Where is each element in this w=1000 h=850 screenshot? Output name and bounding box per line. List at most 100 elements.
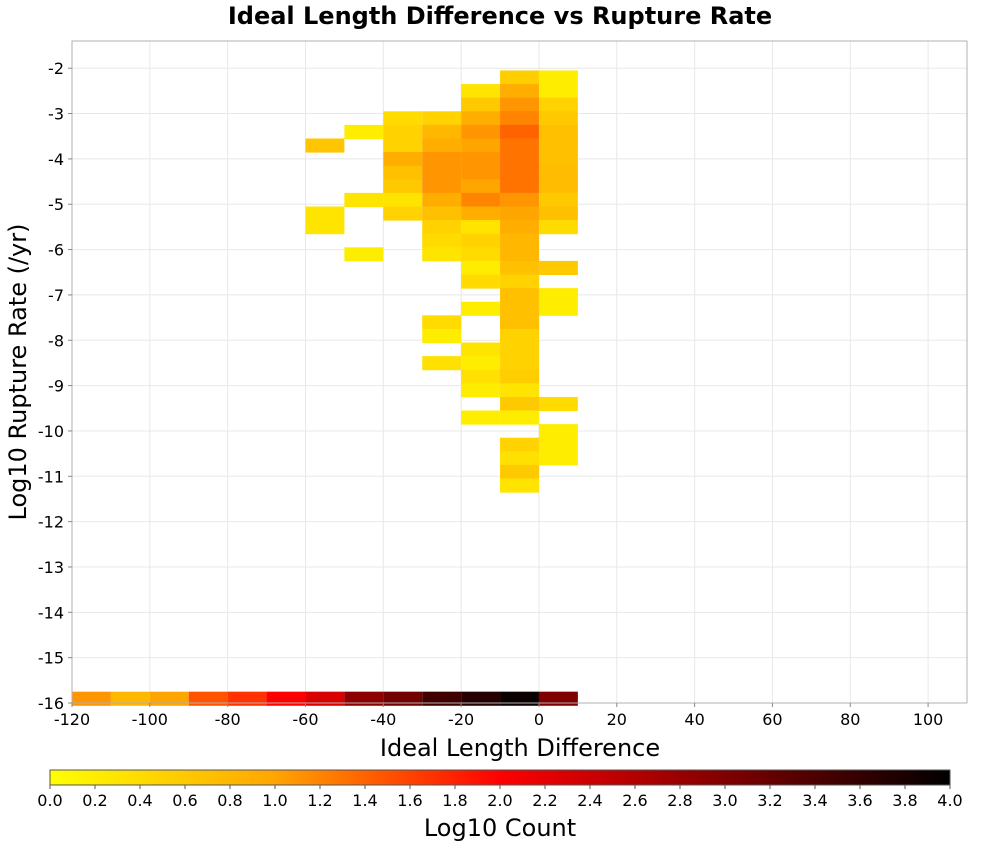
heatmap-cell bbox=[344, 691, 384, 706]
heatmap-cell bbox=[422, 220, 462, 235]
heatmap-cell bbox=[538, 165, 578, 180]
heatmap-cell bbox=[305, 691, 345, 706]
heatmap-cell bbox=[383, 111, 423, 126]
colorbar-tick-label: 1.2 bbox=[307, 791, 332, 810]
heatmap-cell bbox=[422, 179, 462, 194]
heatmap-cell bbox=[383, 179, 423, 194]
heatmap-cells bbox=[72, 70, 578, 706]
heatmap-cell bbox=[500, 451, 539, 466]
heatmap-cell bbox=[422, 356, 462, 371]
heatmap-cell bbox=[500, 192, 539, 207]
heatmap-cell bbox=[538, 260, 578, 276]
heatmap-cell bbox=[422, 124, 462, 139]
heatmap-cell bbox=[461, 192, 501, 207]
heatmap-cell bbox=[500, 111, 539, 126]
heatmap-cell bbox=[383, 124, 423, 139]
heatmap-cell bbox=[422, 206, 462, 221]
heatmap-cell bbox=[461, 165, 501, 180]
y-tick-label: -9 bbox=[48, 377, 64, 396]
y-tick-label: -8 bbox=[48, 331, 64, 350]
heatmap-cell bbox=[500, 233, 539, 248]
y-tick-label: -2 bbox=[48, 59, 64, 78]
heatmap-cell bbox=[538, 138, 578, 153]
heatmap-cell bbox=[500, 478, 539, 493]
heatmap-cell bbox=[422, 192, 462, 207]
colorbar bbox=[49, 769, 951, 786]
colorbar-tick-label: 1.6 bbox=[397, 791, 422, 810]
heatmap-cell bbox=[461, 111, 501, 126]
colorbar-tick-label: 3.8 bbox=[892, 791, 917, 810]
colorbar-tick-label: 1.4 bbox=[352, 791, 377, 810]
heatmap-cell bbox=[305, 138, 345, 153]
heatmap-cell bbox=[500, 124, 539, 139]
x-tick-label: 0 bbox=[534, 710, 544, 729]
heatmap-cell bbox=[149, 691, 189, 706]
heatmap-cell bbox=[72, 691, 111, 706]
heatmap-cell bbox=[500, 165, 539, 180]
x-axis-ticks: -120 -100 -80 -60 -40 -20 0 20 40 60 80 100 bbox=[54, 703, 943, 729]
heatmap-cell bbox=[500, 691, 539, 706]
heatmap-cell bbox=[422, 315, 462, 330]
heatmap-cell bbox=[383, 138, 423, 153]
heatmap-cell bbox=[538, 84, 578, 99]
heatmap-cell bbox=[227, 691, 267, 706]
colorbar-tick-label: 2.4 bbox=[577, 791, 602, 810]
y-tick-label: -7 bbox=[48, 286, 64, 305]
heatmap-cell bbox=[422, 111, 462, 126]
heatmap-cell bbox=[383, 165, 423, 180]
heatmap-cell bbox=[538, 437, 578, 452]
heatmap-cell bbox=[461, 410, 501, 425]
colorbar-tick-label: 0.6 bbox=[172, 791, 197, 810]
y-tick-label: -3 bbox=[48, 105, 64, 124]
y-tick-label: -4 bbox=[48, 150, 64, 169]
x-tick-label: 20 bbox=[607, 710, 627, 729]
y-tick-label: -15 bbox=[38, 649, 64, 668]
heatmap-cell bbox=[383, 691, 423, 706]
heatmap-cell bbox=[538, 111, 578, 126]
heatmap-cell bbox=[344, 124, 384, 139]
heatmap-cell bbox=[188, 691, 228, 706]
heatmap-cell bbox=[422, 152, 462, 167]
heatmap-cell bbox=[500, 315, 539, 330]
heatmap-cell bbox=[538, 691, 578, 706]
colorbar-tick-label: 3.4 bbox=[802, 791, 827, 810]
y-tick-label: -14 bbox=[38, 603, 64, 622]
heatmap-cell bbox=[500, 410, 539, 425]
colorbar-tick-label: 4.0 bbox=[937, 791, 962, 810]
heatmap-cell bbox=[110, 691, 150, 706]
heatmap-cell bbox=[461, 342, 501, 357]
heatmap-cell bbox=[500, 464, 539, 480]
heatmap-cell bbox=[422, 328, 462, 344]
x-tick-label: -20 bbox=[448, 710, 474, 729]
heatmap-cell bbox=[500, 328, 539, 344]
heatmap-cell bbox=[500, 342, 539, 357]
x-tick-label: -80 bbox=[215, 710, 241, 729]
colorbar-tick-label: 3.6 bbox=[847, 791, 872, 810]
heatmap-cell bbox=[461, 260, 501, 276]
heatmap-cell bbox=[500, 220, 539, 235]
heatmap-cell bbox=[538, 70, 578, 85]
x-tick-label: -60 bbox=[292, 710, 318, 729]
heatmap-cell bbox=[538, 288, 578, 303]
heatmap-cell bbox=[422, 165, 462, 180]
heatmap-cell bbox=[538, 179, 578, 194]
heatmap-cell bbox=[500, 247, 539, 262]
heatmap-cell bbox=[461, 124, 501, 139]
x-tick-label: -40 bbox=[370, 710, 396, 729]
heatmap-cell bbox=[461, 691, 501, 706]
heatmap-cell bbox=[461, 301, 501, 316]
heatmap-cell bbox=[461, 233, 501, 248]
heatmap-cell bbox=[500, 260, 539, 276]
heatmap-cell bbox=[500, 84, 539, 99]
x-axis-label: Ideal Length Difference bbox=[380, 734, 660, 762]
heatmap-cell bbox=[500, 383, 539, 398]
heatmap-cell bbox=[461, 152, 501, 167]
heatmap-cell bbox=[461, 274, 501, 289]
heatmap-cell bbox=[422, 247, 462, 262]
x-tick-label: -120 bbox=[54, 710, 90, 729]
heatmap-cell bbox=[500, 70, 539, 85]
colorbar-tick-label: 3.2 bbox=[757, 791, 782, 810]
heatmap-cell bbox=[383, 206, 423, 221]
heatmap-cell bbox=[500, 274, 539, 289]
